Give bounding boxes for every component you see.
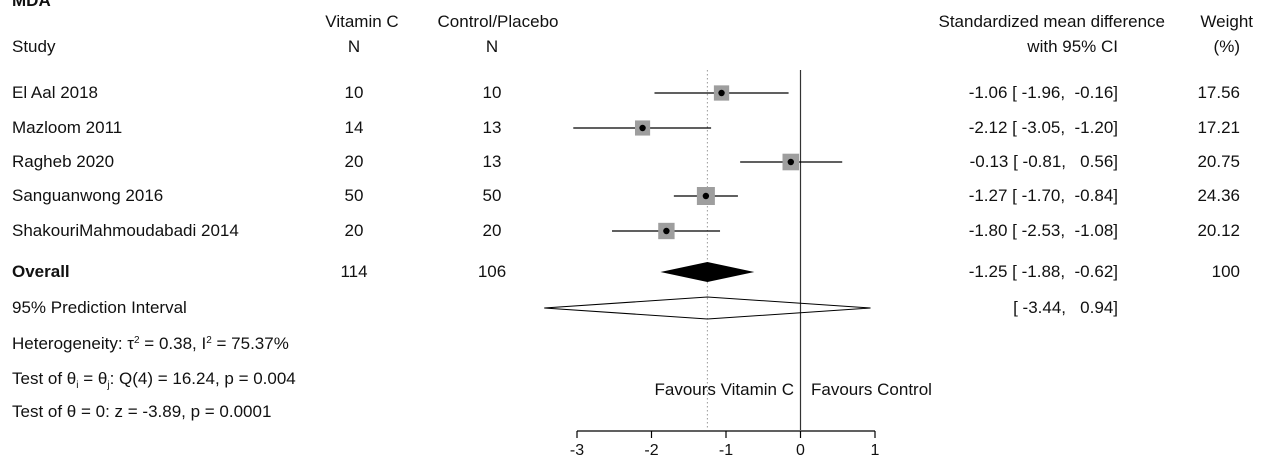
overall-n1: 114 [340, 262, 368, 281]
x-tick-label: -1 [719, 442, 733, 459]
overall-ci-text: -1.25 [ -1.88, -0.62] [968, 262, 1118, 281]
study-n1: 20 [344, 221, 364, 240]
favours-left-label: Favours Vitamin C [654, 380, 794, 399]
study-ci-text: -1.80 [ -2.53, -1.08] [968, 221, 1118, 240]
overall-weight: 100 [1211, 262, 1240, 281]
favours-right-label: Favours Control [811, 380, 932, 399]
study-point-estimate [718, 89, 725, 97]
overall-n2: 106 [477, 262, 507, 281]
study-n2: 10 [482, 83, 502, 102]
header-study: Study [12, 37, 56, 56]
study-weight: 17.56 [1197, 83, 1240, 102]
study-point-estimate [639, 124, 646, 132]
study-weight: 20.12 [1197, 221, 1240, 240]
study-n2: 20 [482, 221, 502, 240]
study-n2: 50 [482, 186, 502, 205]
x-tick-label: 0 [796, 442, 805, 459]
study-name: ShakouriMahmoudabadi 2014 [12, 221, 239, 240]
header-weight-line1: Weight [1200, 12, 1253, 31]
panel-title: MDA [12, 0, 51, 10]
header-n2: N [485, 37, 499, 56]
prediction-interval-ci-text: [ -3.44, 0.94] [1013, 298, 1118, 317]
study-name: Sanguanwong 2016 [12, 186, 164, 205]
study-weight: 24.36 [1197, 186, 1240, 205]
header-group1-name: Vitamin C [325, 12, 399, 31]
study-point-estimate [787, 158, 795, 166]
header-n1: N [347, 37, 361, 56]
study-ci-text: -1.06 [ -1.96, -0.16] [968, 83, 1118, 102]
study-n1: 10 [344, 83, 364, 102]
prediction-interval-label: 95% Prediction Interval [12, 298, 187, 317]
study-weight: 20.75 [1197, 152, 1240, 171]
x-tick-label: -3 [570, 442, 584, 459]
x-tick-label: 1 [871, 442, 880, 459]
study-ci-text: -0.13 [ -0.81, 0.56] [969, 152, 1118, 171]
z-test-text: Test of θ = 0: z = -3.89, p = 0.0001 [12, 402, 272, 421]
study-ci-text: -1.27 [ -1.70, -0.84] [968, 186, 1118, 205]
study-n2: 13 [482, 118, 502, 137]
overall-label: Overall [12, 262, 70, 281]
study-weight: 17.21 [1197, 118, 1240, 137]
q-test-text: Test of θi = θj: Q(4) = 16.24, p = 0.004 [12, 369, 296, 391]
study-ci-text: -2.12 [ -3.05, -1.20] [968, 118, 1118, 137]
study-point-estimate [663, 227, 670, 235]
header-group2-name: Control/Placebo [437, 12, 559, 31]
x-tick-label: -2 [644, 442, 658, 459]
header-weight-line2: (%) [1213, 37, 1240, 56]
study-name: Ragheb 2020 [12, 152, 115, 171]
study-n1: 14 [344, 118, 364, 137]
prediction-interval-diamond [544, 296, 871, 320]
heterogeneity-text: Heterogeneity: τ2 = 0.38, I2 = 75.37% [12, 334, 289, 353]
study-n1: 20 [344, 152, 364, 171]
study-name: El Aal 2018 [12, 83, 99, 102]
study-n1: 50 [344, 186, 364, 205]
header-effect-line1: Standardized mean difference [938, 12, 1165, 31]
overall-diamond [660, 262, 755, 282]
study-point-estimate [702, 192, 710, 200]
header-effect-line2: with 95% CI [1027, 37, 1118, 56]
study-n2: 13 [482, 152, 502, 171]
study-name: Mazloom 2011 [12, 118, 123, 137]
